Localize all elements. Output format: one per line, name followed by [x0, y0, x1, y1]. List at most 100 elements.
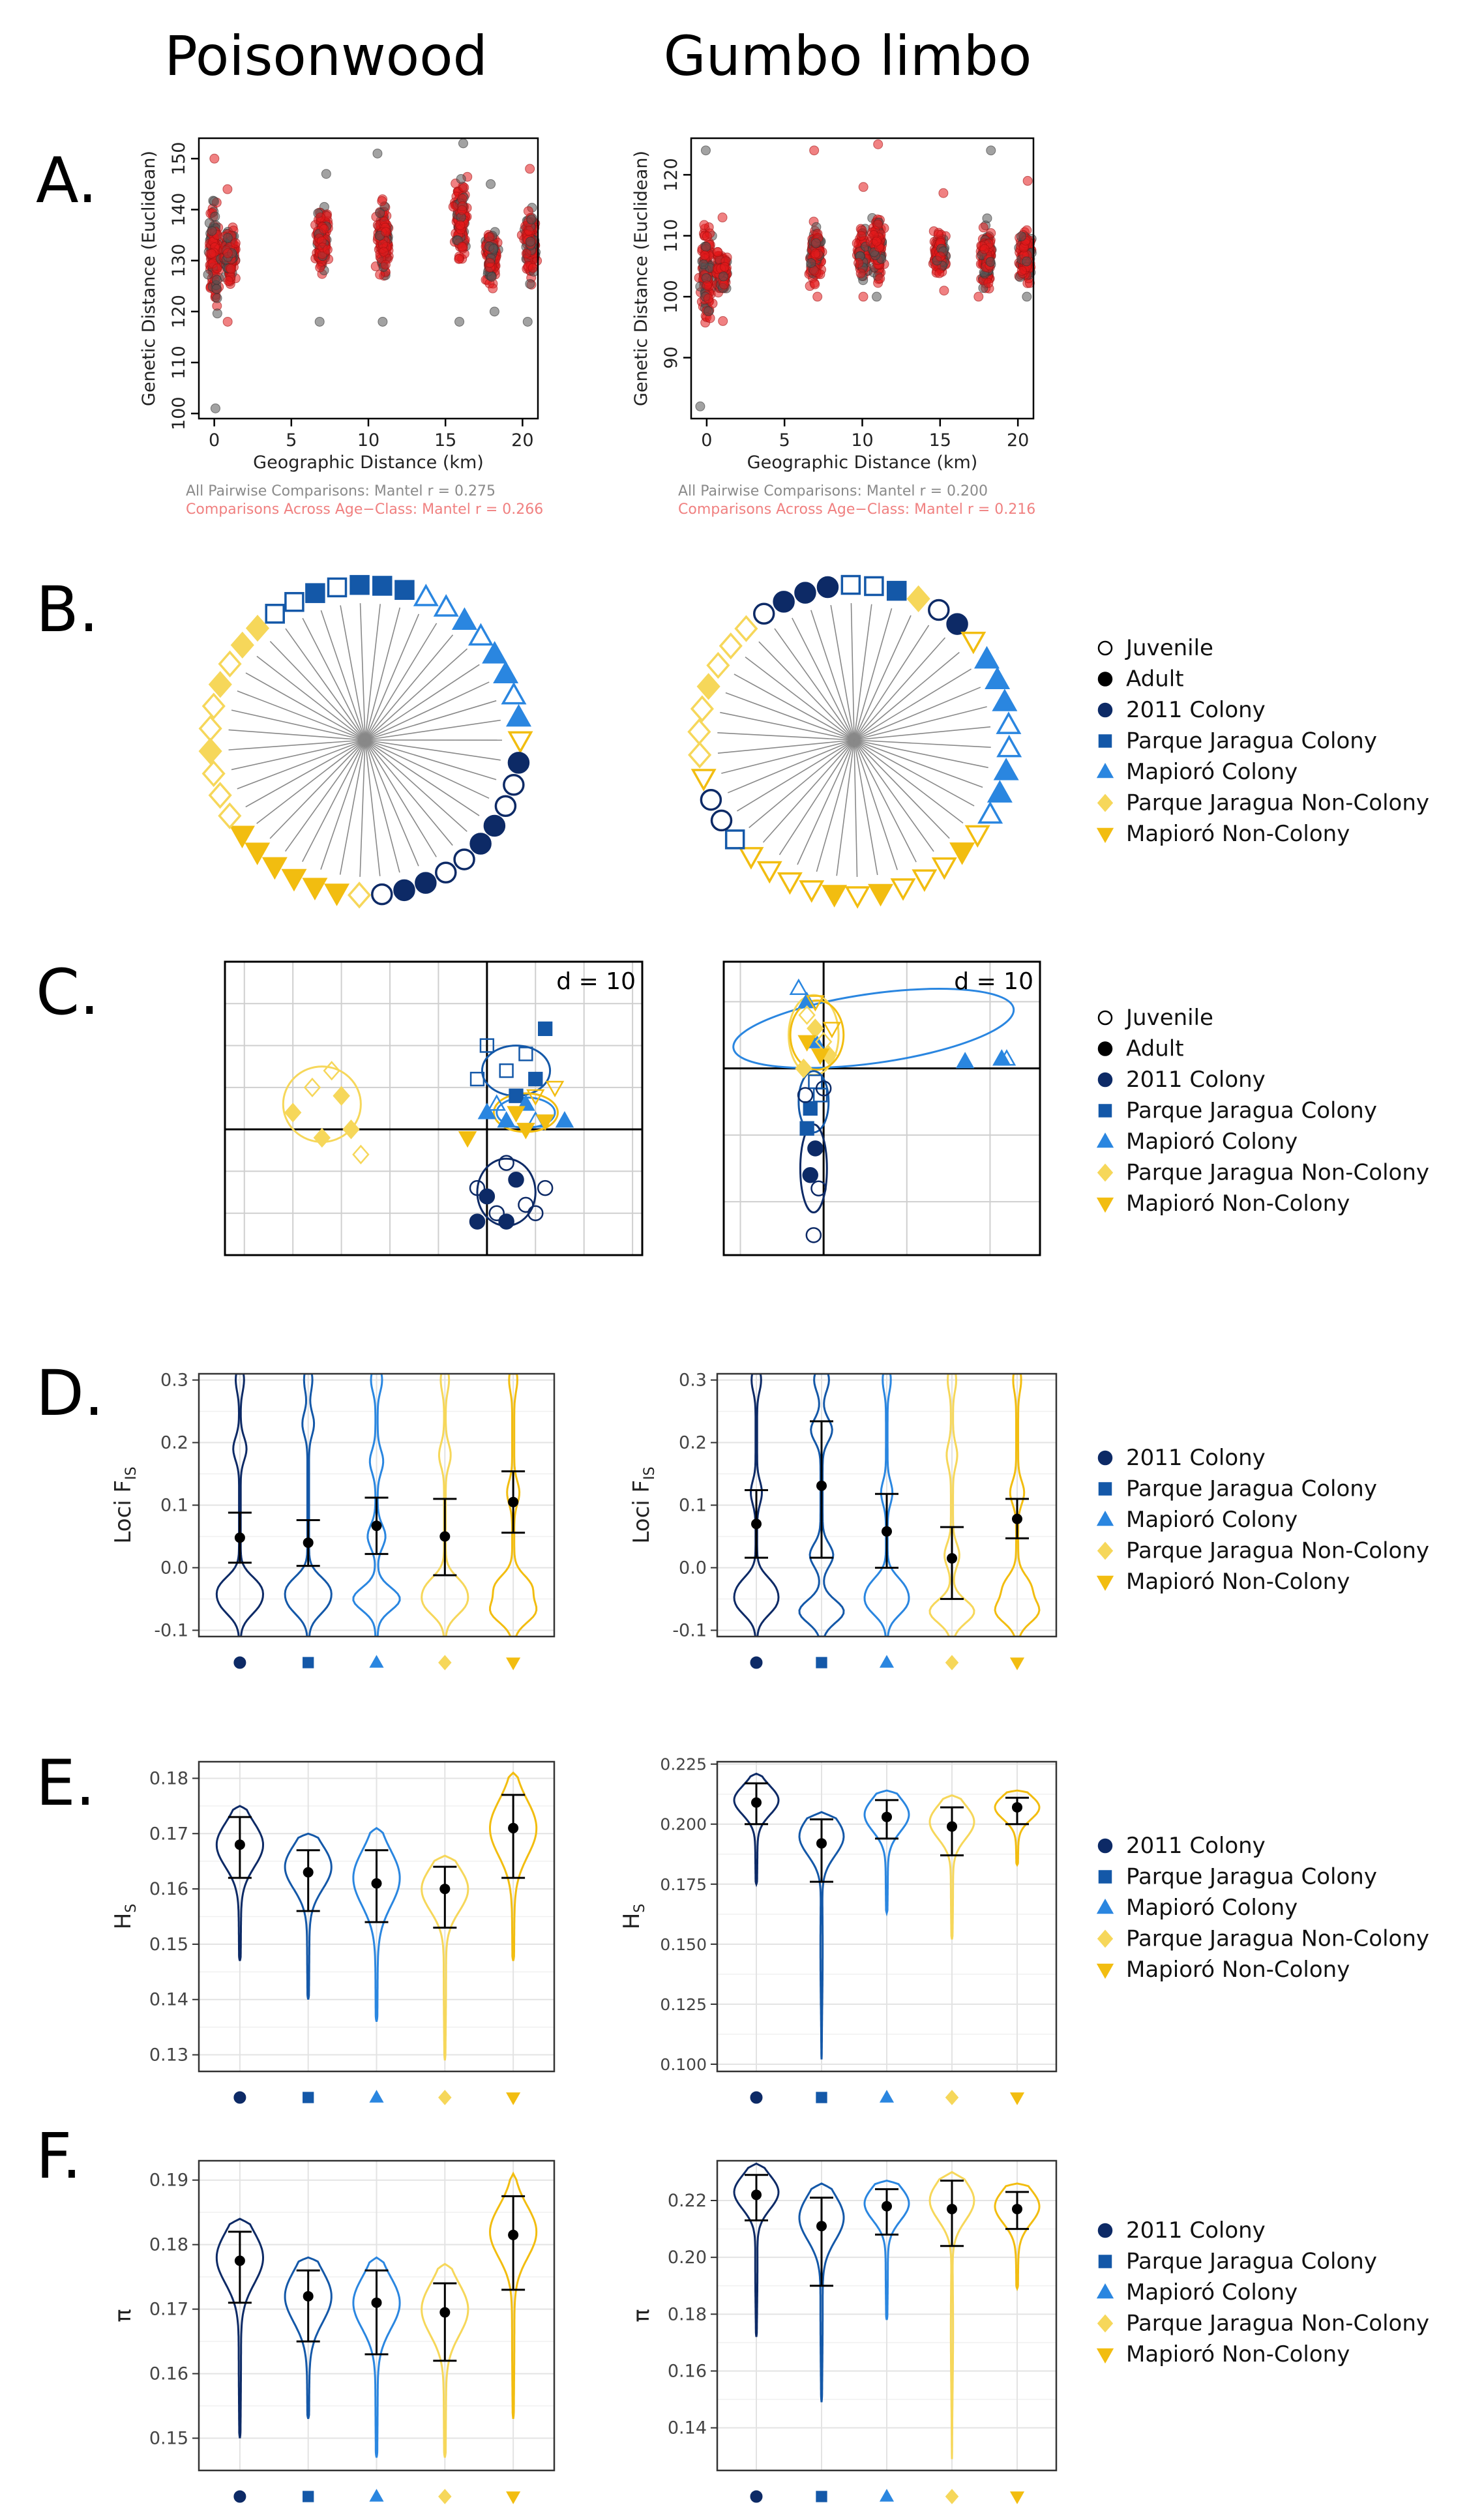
violin-mapnc	[489, 1771, 538, 1961]
tree-tip-mapc	[985, 666, 1011, 690]
tree-tip-mapc	[977, 801, 1003, 824]
data-point	[226, 263, 236, 274]
x-tick-label: 5	[286, 430, 297, 451]
tree-branch	[364, 648, 468, 741]
tree-branch	[779, 739, 855, 855]
mean-point-pjnc	[439, 1884, 451, 1895]
tree-branch	[853, 739, 934, 852]
tree-branch	[339, 739, 366, 875]
legend-label-juvenile: Juvenile	[1125, 1005, 1213, 1031]
tree-tip-pjc	[724, 829, 745, 850]
tree-branch	[717, 732, 855, 741]
violin-y2011	[733, 1772, 780, 1888]
violin-y2011	[733, 2162, 780, 2337]
y-tick-label: 0.3	[160, 1371, 188, 1391]
tree-branch	[725, 692, 855, 741]
legend-label-y2011: 2011 Colony	[1126, 697, 1266, 723]
tree-tip-pjc	[886, 580, 907, 601]
tree-tip-pjnc	[696, 673, 720, 700]
data-point	[378, 316, 388, 327]
mean-point-pjnc	[439, 2307, 451, 2318]
tree-tip-pjc	[265, 604, 285, 624]
legend-key-mapc	[1096, 1132, 1114, 1148]
legend-label-mapnc: Mapioró Non-Colony	[1126, 1957, 1350, 1983]
data-point	[856, 231, 867, 241]
data-point	[810, 248, 821, 259]
y-axis-label: Genetic Distance (Euclidean)	[631, 151, 651, 406]
mantel-note-all: All Pairwise Comparisons: Mantel r = 0.2…	[678, 483, 988, 499]
legend-label-adult: Adult	[1126, 666, 1184, 692]
tree-branch	[853, 739, 964, 823]
pca-point-mapnc	[535, 1114, 555, 1131]
tree-branch	[364, 607, 401, 741]
legend-label-adult: Adult	[1126, 1036, 1184, 1062]
data-point	[698, 259, 709, 270]
data-point	[1022, 291, 1032, 302]
data-point	[525, 164, 535, 174]
pca-point-pjc	[469, 1071, 485, 1087]
x-category-marker-pjnc	[438, 1655, 452, 1670]
data-point	[381, 227, 391, 237]
point-cluster-0	[694, 145, 718, 411]
data-point	[871, 236, 882, 246]
x-category-marker-mapnc	[1009, 1657, 1025, 1670]
data-point	[702, 280, 713, 291]
x-category-marker-pjc	[816, 2491, 827, 2502]
tree-tip-y2011	[752, 602, 775, 625]
violin-pjnc	[928, 1374, 975, 1637]
tree-tip-pjnc	[208, 671, 232, 698]
tree-branch	[302, 617, 366, 741]
legend-label-mapc: Mapioró Colony	[1126, 2279, 1298, 2305]
tree-branch	[720, 711, 855, 741]
legend-key-mapc	[1096, 762, 1114, 778]
data-point	[695, 401, 705, 411]
tree-tip-y2011	[371, 883, 393, 906]
legend-key-mapnc	[1096, 2348, 1114, 2364]
tree-tip-pjnc	[688, 741, 712, 769]
violins	[733, 1374, 1041, 1637]
pca-point-y2011	[469, 1179, 486, 1196]
data-point	[315, 212, 325, 222]
legend-label-pjc: Parque Jaragua Colony	[1126, 728, 1377, 754]
panel-f-gumbo-limbo: 0.14 0.16 0.18 0.20 0.22 π	[629, 2159, 1058, 2504]
tree-tip-mapnc	[890, 878, 916, 901]
tree-tip-y2011	[700, 788, 722, 811]
tree-branch	[284, 739, 366, 852]
tree-branch	[853, 608, 893, 741]
tree-branch	[231, 709, 366, 741]
pca-point-mapc	[789, 978, 809, 995]
data-point	[211, 284, 222, 294]
panel-a-poisonwood: 0 5 10 15 20 100 110 120 130 140 150 Geographic Dis…	[139, 137, 543, 518]
tree-tip-mapc	[501, 681, 527, 705]
x-category-marker-y2011	[233, 2091, 246, 2104]
data-point	[858, 182, 868, 192]
legend-panel-c: Juvenile Adult 2011 Colony Parque Jaragua C…	[1096, 1005, 1429, 1217]
y-tick-label: -0.1	[672, 1620, 707, 1640]
panel-letter-f: F.	[36, 2120, 82, 2193]
data-point	[810, 279, 820, 289]
tree-branch	[364, 681, 490, 741]
data-point	[1022, 175, 1033, 186]
y-tick-label: 150	[169, 141, 189, 175]
panel-d-poisonwood: -0.1 0.0 0.1 0.2 0.3 Loci FIS	[110, 1371, 556, 1670]
data-point	[720, 261, 730, 272]
x-category-marker-y2011	[750, 1656, 763, 1669]
tree-branch	[853, 604, 872, 741]
legend-label-pjc: Parque Jaragua Colony	[1126, 1098, 1377, 1124]
tree-tip-pjc	[349, 574, 370, 595]
mean-point-pjnc	[439, 1531, 451, 1542]
tree-tip-y2011	[415, 872, 437, 894]
legend-key-juvenile	[1097, 640, 1113, 656]
data-point	[521, 248, 531, 259]
data-point	[206, 248, 216, 259]
mean-point-pjc	[303, 1867, 314, 1878]
x-category-marker-pjc	[816, 1657, 827, 1668]
tree-tip-mapc	[506, 704, 531, 727]
data-point	[212, 308, 222, 319]
tree-tip-y2011	[435, 861, 457, 884]
y-tick-label: 0.17	[149, 1824, 188, 1844]
violin-pjnc	[928, 2171, 975, 2459]
y-axis-label: Loci FIS	[629, 1466, 658, 1543]
tree-branch	[269, 739, 366, 839]
point-cluster-4	[865, 139, 889, 302]
